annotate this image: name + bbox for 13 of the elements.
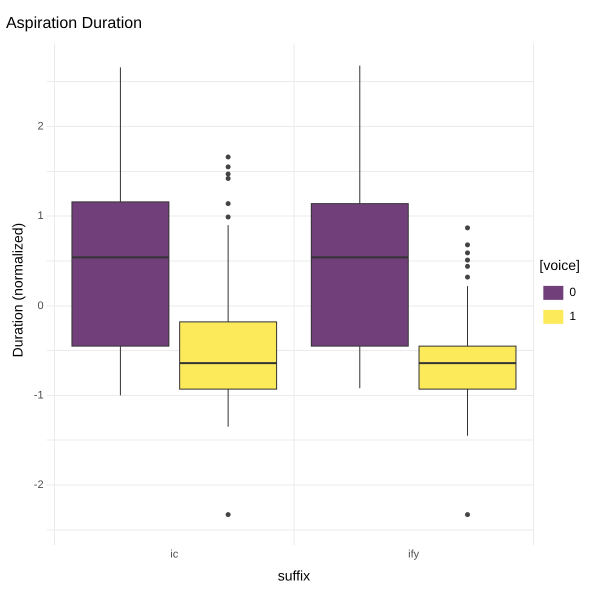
y-tick-label: 0 (37, 300, 44, 312)
x-tick-label: ify (408, 548, 420, 561)
y-tick-label: -1 (34, 389, 44, 402)
y-tick-label: 2 (37, 120, 44, 133)
legend-label: 0 (569, 285, 576, 300)
x-axis-title: suffix (278, 567, 310, 584)
y-tick-label: 1 (37, 210, 44, 222)
x-tick-label: ic (170, 548, 179, 561)
y-tick-label: -2 (34, 479, 44, 492)
legend-label: 1 (569, 309, 576, 324)
legend-title: [voice] (539, 256, 580, 273)
chart-title: Aspiration Duration (6, 15, 142, 32)
y-axis-title: Duration (normalized) (9, 222, 26, 358)
